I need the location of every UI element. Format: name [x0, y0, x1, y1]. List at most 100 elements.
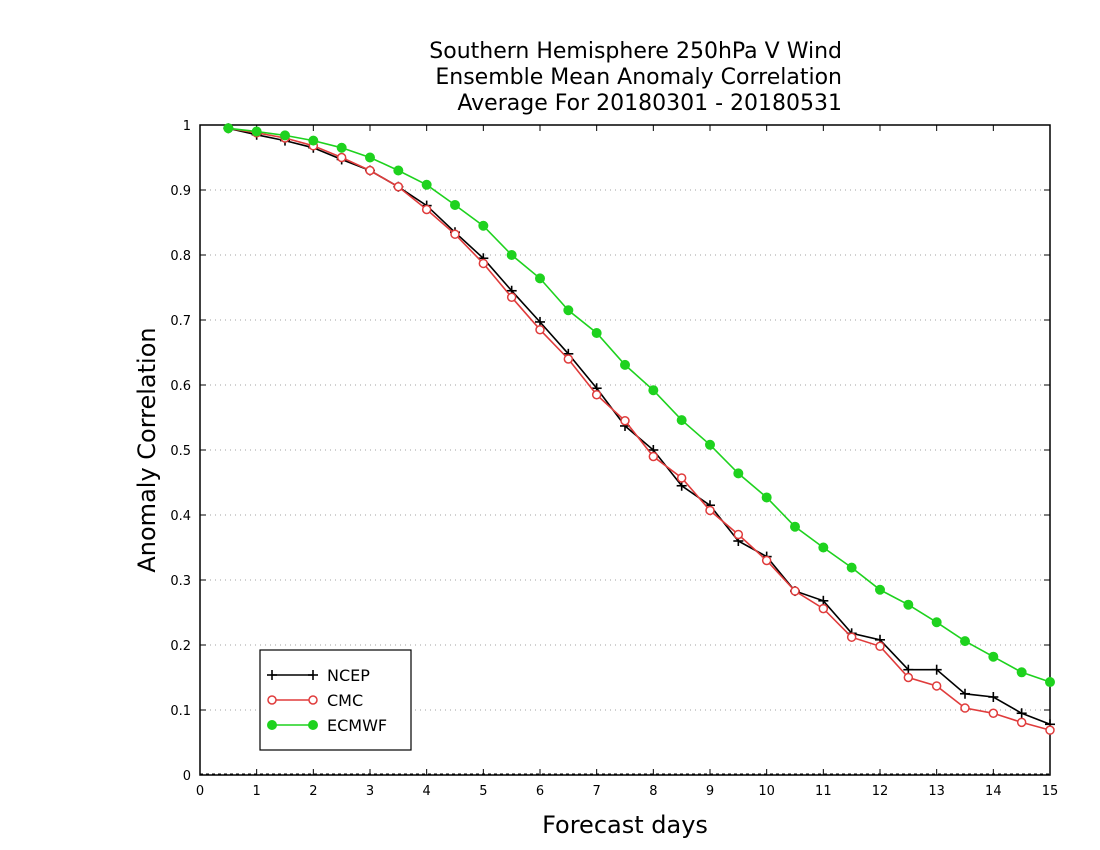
point-ecmwf	[705, 439, 715, 450]
point-ecmwf	[421, 179, 432, 190]
point-cmc	[563, 354, 574, 364]
point-cmc	[761, 555, 772, 566]
x-tick-label: 0	[196, 784, 204, 799]
point-ecmwf	[223, 123, 234, 134]
point-cmc	[931, 681, 942, 691]
point-ecmwf	[1016, 667, 1027, 678]
x-tick-label: 4	[423, 784, 431, 799]
y-tick-label: 0.4	[170, 509, 191, 524]
x-tick-label: 6	[536, 784, 544, 799]
point-cmc	[903, 672, 914, 683]
x-tick-label: 8	[649, 784, 657, 799]
legend-label-ecmwf: ECMWF	[327, 716, 387, 735]
y-axis-title: Anomaly Correlation	[133, 327, 161, 572]
legend-marker-ecmwf	[308, 720, 318, 730]
point-ecmwf	[903, 599, 914, 610]
x-tick-label: 9	[706, 784, 714, 799]
point-ncep	[931, 664, 942, 675]
chart-title: Southern Hemisphere 250hPa V WindEnsembl…	[429, 39, 842, 116]
point-cmc	[648, 451, 659, 462]
legend-item-ncep: NCEP	[267, 666, 370, 685]
point-cmc	[506, 292, 517, 302]
legend: NCEP CMC ECMWF	[259, 649, 412, 751]
point-cmc	[393, 182, 404, 192]
point-cmc	[535, 325, 545, 335]
title-line-1: Southern Hemisphere 250hPa V Wind	[429, 39, 842, 64]
point-ecmwf	[931, 617, 942, 628]
x-tick-label: 13	[928, 784, 945, 799]
point-cmc	[733, 529, 744, 540]
gridlines	[200, 189, 1050, 775]
title-line-2: Ensemble Mean Anomaly Correlation	[435, 65, 842, 90]
point-ecmwf	[761, 492, 772, 503]
point-cmc	[875, 641, 885, 652]
point-cmc	[478, 258, 489, 269]
point-cmc	[676, 473, 687, 483]
y-tick-label: 0.8	[170, 249, 191, 264]
series-lines	[223, 123, 1055, 735]
point-ecmwf	[506, 250, 517, 260]
series-line-ncep	[228, 127, 1051, 726]
point-ecmwf	[280, 130, 290, 141]
series-ncep	[223, 123, 1055, 730]
point-cmc	[705, 505, 715, 516]
point-cmc	[846, 632, 857, 642]
point-ecmwf	[733, 468, 744, 479]
series-line-cmc	[228, 127, 1051, 731]
point-ecmwf	[365, 152, 375, 163]
y-tick-label: 0.6	[170, 379, 191, 394]
x-axis-title: Forecast days	[542, 811, 708, 839]
y-tick-label: 0	[183, 769, 191, 784]
point-cmc	[365, 165, 375, 176]
legend-label-ncep: NCEP	[327, 666, 370, 685]
axis-ticks: 0 1 2 3 4 5 6 7 8 9 10 11 12 13 14 1500.10.20.30.40.50.…	[170, 119, 1058, 799]
y-tick-label: 0.9	[170, 184, 191, 199]
x-tick-label: 7	[593, 784, 601, 799]
point-cmc	[336, 152, 347, 163]
y-tick-label: 0.2	[170, 639, 191, 654]
point-ecmwf	[478, 220, 489, 231]
point-ecmwf	[251, 126, 262, 137]
x-tick-label: 3	[366, 784, 374, 799]
legend-item-ecmwf: ECMWF	[267, 716, 387, 735]
point-ecmwf	[818, 542, 829, 553]
x-tick-label: 10	[758, 784, 775, 799]
point-cmc	[1045, 725, 1055, 735]
point-ecmwf	[591, 328, 602, 338]
point-ecmwf	[875, 584, 885, 595]
point-ncep	[988, 692, 999, 702]
legend-marker-ncep	[308, 670, 318, 680]
point-ecmwf	[960, 636, 970, 647]
legend-item-cmc: CMC	[267, 691, 363, 710]
x-tick-label: 12	[872, 784, 889, 799]
point-ecmwf	[648, 385, 659, 396]
legend-marker-ecmwf	[267, 720, 277, 730]
x-tick-label: 14	[985, 784, 1002, 799]
point-ecmwf	[1045, 677, 1055, 688]
point-cmc	[790, 586, 800, 596]
x-tick-label: 2	[309, 784, 317, 799]
x-tick-label: 5	[479, 784, 487, 799]
point-cmc	[1016, 717, 1027, 728]
y-tick-label: 0.5	[170, 444, 191, 459]
point-cmc	[450, 229, 460, 239]
point-ecmwf	[535, 273, 545, 284]
x-tick-label: 1	[253, 784, 261, 799]
series-line-ecmwf	[228, 127, 1051, 683]
point-ecmwf	[450, 199, 460, 210]
y-tick-label: 1	[183, 119, 191, 134]
point-ecmwf	[308, 135, 319, 146]
x-tick-label: 15	[1042, 784, 1059, 799]
series-cmc	[223, 123, 1055, 735]
point-ncep	[1016, 708, 1027, 719]
point-cmc	[988, 708, 999, 718]
y-tick-label: 0.1	[170, 704, 191, 719]
point-ecmwf	[563, 305, 574, 316]
point-cmc	[591, 390, 602, 400]
point-ecmwf	[790, 521, 800, 532]
point-ecmwf	[620, 359, 630, 370]
point-ecmwf	[393, 165, 404, 176]
y-tick-label: 0.7	[170, 314, 191, 329]
legend-marker-cmc	[308, 695, 318, 705]
